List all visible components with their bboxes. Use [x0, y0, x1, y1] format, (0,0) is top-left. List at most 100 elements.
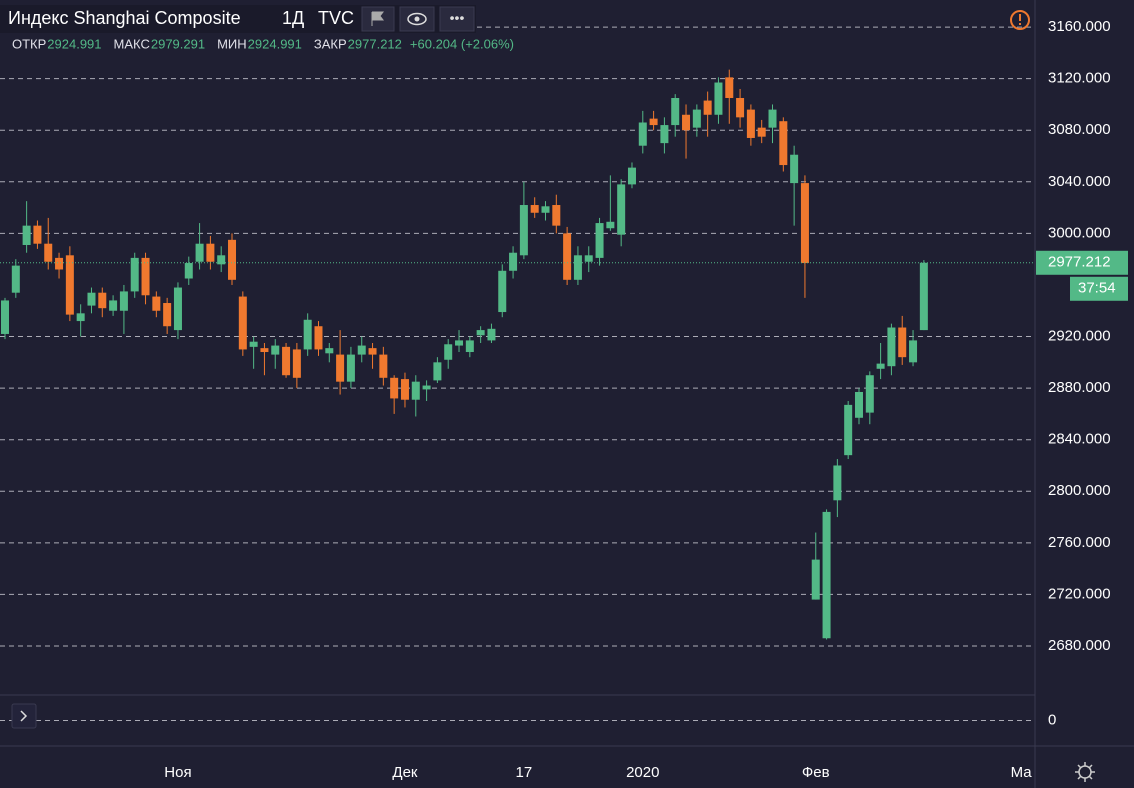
countdown-box [1070, 276, 1128, 301]
candle-body [822, 511, 831, 639]
candle-body [282, 346, 291, 376]
candle-body [411, 381, 420, 400]
last-price-box [1036, 250, 1128, 275]
candle-body [11, 265, 20, 293]
candle-body [163, 303, 172, 327]
y-tick-label: 3040.000 [1048, 173, 1111, 190]
candle-body [519, 205, 528, 256]
candle-body [44, 243, 53, 262]
candle-body [173, 287, 182, 331]
candle-body [682, 114, 691, 131]
candle-body [790, 154, 799, 184]
candle-body [314, 326, 323, 350]
legend-change: +60.204 (+2.06%) [410, 36, 514, 51]
candle-body [509, 252, 518, 271]
y-tick-label: 2840.000 [1048, 431, 1111, 448]
candle-body [87, 292, 96, 306]
y-tick-label: 2920.000 [1048, 328, 1111, 345]
candle-body [530, 205, 539, 213]
candle-body [22, 225, 31, 245]
x-tick-label: Дек [392, 764, 418, 781]
candle-body [563, 233, 572, 280]
more-icon: ••• [450, 10, 465, 26]
candle-body [325, 348, 334, 354]
legend-label: ОТКР [12, 36, 46, 51]
candle-body [833, 465, 842, 501]
candle-body [76, 313, 85, 322]
legend-label: МИН [217, 36, 247, 51]
candle-body [228, 239, 237, 280]
candle-body [552, 205, 561, 226]
candle-body [141, 257, 150, 296]
candle-body [292, 349, 301, 378]
flag-icon [371, 11, 384, 26]
candle-body [465, 340, 474, 353]
warning-icon[interactable] [1010, 10, 1030, 30]
y-tick-label: 3000.000 [1048, 224, 1111, 241]
candle-body [260, 348, 269, 353]
candle-body [746, 109, 755, 138]
expand-button[interactable] [11, 703, 37, 729]
candle-body [1, 300, 9, 334]
eye-icon [407, 12, 427, 26]
candle-body [876, 363, 885, 369]
candle-body [811, 559, 820, 600]
legend-value: 2979.291 [151, 36, 205, 51]
x-tick-label: Фев [802, 764, 830, 781]
candle-body [65, 255, 74, 315]
candle-body [800, 183, 809, 264]
legend-value: 2924.991 [248, 36, 302, 51]
y-tick-label: 2680.000 [1048, 637, 1111, 654]
candle-body [444, 344, 453, 360]
candle-body [595, 223, 604, 258]
legend-value: 2977.212 [348, 36, 402, 51]
candle-body [379, 354, 388, 378]
candle-body [249, 341, 258, 347]
candle-body [368, 348, 377, 355]
more-button[interactable] [439, 6, 475, 32]
candle-body [271, 345, 280, 355]
x-tick-label: 2020 [626, 764, 659, 781]
candle-body [487, 328, 496, 341]
candle-body [476, 330, 485, 336]
last-price-label: 2977.212 [1048, 254, 1111, 271]
candle-body [109, 300, 118, 311]
candle-body [671, 97, 680, 126]
y-tick-label: 3160.000 [1048, 18, 1111, 35]
candle-body [152, 296, 161, 311]
candle-body [919, 262, 928, 331]
legend-label: МАКС [114, 36, 150, 51]
candle-body [400, 379, 409, 400]
interval[interactable]: 1Д [282, 8, 304, 28]
settings-icon[interactable] [1075, 762, 1095, 782]
candle-body [768, 109, 777, 128]
candle-body [703, 100, 712, 115]
ohlc-legend: ОТКР 2924.991 МАКС 2979.291 МИН 2924.991 ЗАКР 2… [12, 36, 514, 51]
candle-body [584, 255, 593, 262]
eye-button[interactable] [399, 6, 435, 32]
x-tick-label: 17 [516, 764, 533, 781]
toolbar [0, 5, 476, 33]
candle-body [909, 340, 918, 363]
legend-value: 2924.991 [47, 36, 101, 51]
candle-body [865, 375, 874, 413]
warning-mark [1019, 14, 1021, 21]
title: Индекс Shanghai Composite [8, 8, 241, 28]
candle-body [854, 391, 863, 418]
candle-body [692, 109, 701, 128]
candle-body [649, 118, 658, 126]
candle-body [184, 263, 193, 279]
plot [0, 26, 1035, 721]
candle-body [336, 354, 345, 382]
candle-body [455, 340, 464, 346]
candle-body [541, 206, 550, 213]
candle-body [725, 77, 734, 98]
y-tick-label: 2720.000 [1048, 585, 1111, 602]
candle-body [638, 122, 647, 146]
candle-body [898, 327, 907, 358]
y-tick-label: 2800.000 [1048, 482, 1111, 499]
y-tick-label: 0 [1048, 711, 1056, 728]
candle-body [573, 255, 582, 280]
candle-body [433, 362, 442, 381]
